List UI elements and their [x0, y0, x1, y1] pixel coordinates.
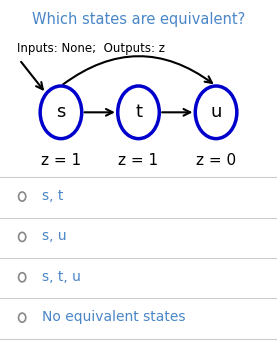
- Text: z = 0: z = 0: [196, 153, 236, 168]
- Text: Inputs: None;  Outputs: z: Inputs: None; Outputs: z: [17, 42, 165, 55]
- Text: s, t, u: s, t, u: [42, 270, 80, 284]
- Circle shape: [19, 192, 26, 201]
- Text: s, t: s, t: [42, 189, 63, 203]
- Circle shape: [40, 86, 82, 139]
- Text: z = 1: z = 1: [41, 153, 81, 168]
- Text: s: s: [56, 103, 66, 121]
- Text: t: t: [135, 103, 142, 121]
- Circle shape: [19, 313, 26, 322]
- Text: Which states are equivalent?: Which states are equivalent?: [32, 12, 245, 27]
- Text: z = 1: z = 1: [119, 153, 158, 168]
- Circle shape: [118, 86, 159, 139]
- Circle shape: [195, 86, 237, 139]
- Circle shape: [19, 232, 26, 241]
- FancyArrowPatch shape: [63, 56, 212, 84]
- Text: No equivalent states: No equivalent states: [42, 310, 185, 324]
- Text: s, u: s, u: [42, 229, 66, 243]
- Text: u: u: [210, 103, 222, 121]
- Circle shape: [19, 273, 26, 282]
